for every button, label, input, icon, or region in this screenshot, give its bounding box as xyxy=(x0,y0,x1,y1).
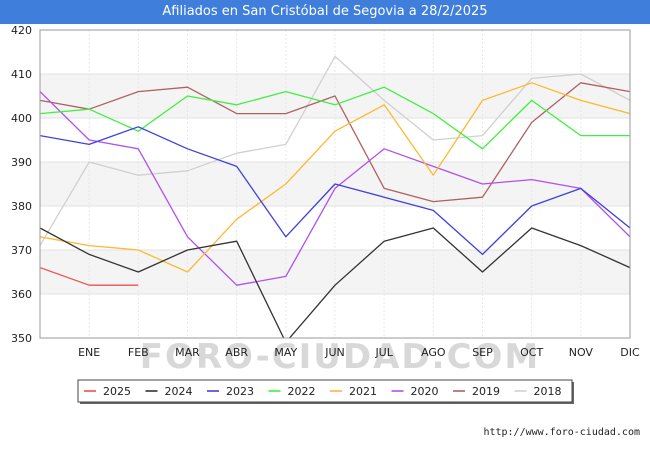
x-tick-label: DIC xyxy=(620,346,640,359)
x-tick-label: AGO xyxy=(421,346,446,359)
plot-frame xyxy=(39,29,631,339)
series-line-2021 xyxy=(40,82,630,273)
y-tick-label: 380 xyxy=(11,200,32,213)
plot-border xyxy=(39,29,631,339)
y-tick-label: 370 xyxy=(11,244,32,257)
legend-label-2021: 2021 xyxy=(349,385,377,398)
y-tick-label: 420 xyxy=(11,24,32,37)
x-tick-label: JUL xyxy=(374,346,393,359)
series-line-2018 xyxy=(40,55,630,246)
series-line-2022 xyxy=(40,86,630,150)
y-tick-label: 390 xyxy=(11,156,32,169)
x-tick-label: JUN xyxy=(324,346,345,359)
x-tick-label: ENE xyxy=(78,346,100,359)
series-lines xyxy=(40,55,630,338)
y-tick-label: 360 xyxy=(11,288,32,301)
x-axis-ticks: ENE FEB MAR ABR MAY JUN JUL AGO SEP OCT NOV DIC xyxy=(78,346,640,359)
legend-box xyxy=(77,379,573,403)
chart-title: Afiliados en San Cristóbal de Segovia a … xyxy=(0,0,650,24)
series-line-2025 xyxy=(40,266,139,286)
x-tick-label: FEB xyxy=(128,346,149,359)
legend-label-2018: 2018 xyxy=(534,385,562,398)
legend-label-2024: 2024 xyxy=(165,385,193,398)
legend-label-2020: 2020 xyxy=(411,385,439,398)
x-tick-label: ABR xyxy=(225,346,248,359)
x-tick-label: MAR xyxy=(175,346,200,359)
legend-label-2025: 2025 xyxy=(103,385,131,398)
x-tick-label: NOV xyxy=(569,346,594,359)
source-link[interactable]: http://www.foro-ciudad.com xyxy=(483,427,640,438)
series-line-2024 xyxy=(40,227,630,338)
x-tick-label: OCT xyxy=(520,346,543,359)
series-line-2023 xyxy=(40,126,630,256)
watermark: FORO-CIUDAD.COM xyxy=(140,337,541,377)
series-line-2020 xyxy=(40,91,630,286)
y-tick-label: 350 xyxy=(11,332,32,345)
x-tick-label: MAY xyxy=(274,346,297,359)
legend-label-2022: 2022 xyxy=(288,385,316,398)
y-tick-label: 410 xyxy=(11,68,32,81)
x-tick-label: SEP xyxy=(472,346,493,359)
legend: 2025 2024 2023 2022 2021 2020 2019 2018 xyxy=(77,379,574,404)
legend-label-2023: 2023 xyxy=(226,385,254,398)
y-tick-label: 400 xyxy=(11,112,32,125)
legend-label-2019: 2019 xyxy=(472,385,500,398)
y-axis-ticks: 350 360 370 380 390 400 410 420 xyxy=(11,24,32,345)
series-line-2019 xyxy=(40,82,630,203)
